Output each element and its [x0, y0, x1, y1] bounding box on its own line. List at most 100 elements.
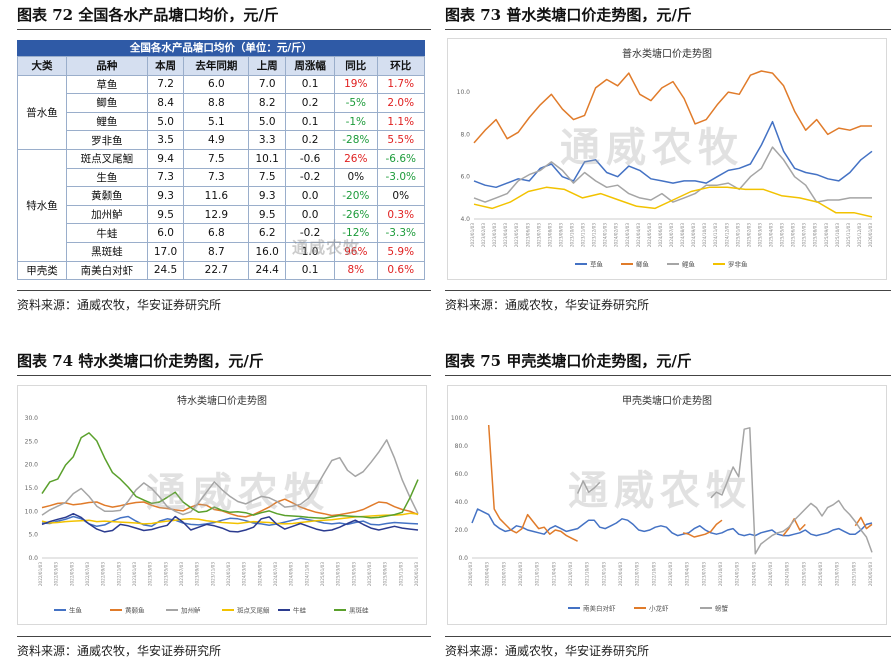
x-tick-label: 2023/11/03 [210, 562, 215, 586]
x-tick-label: 2024/02/03 [614, 223, 619, 247]
x-tick-label: 2023/01/03 [668, 562, 673, 586]
x-tick-label: 2023/07/03 [536, 223, 541, 247]
legend-label: 牛蛙 [293, 606, 307, 615]
table-cell: 19% [334, 74, 378, 95]
series-line [41, 432, 419, 520]
legend-label: 加州鲈 [181, 606, 201, 615]
figure-75-title: 图表 75 甲壳类塘口价走势图，元/斤 [445, 352, 692, 370]
x-tick-label: 2022/05/03 [69, 562, 74, 586]
series-line [41, 498, 419, 518]
table-cell: 5.0 [248, 111, 287, 132]
table-cell: 7.3 [183, 167, 250, 188]
table-cell: 4.9 [183, 130, 250, 150]
x-tick-label: 2024/05/03 [647, 223, 652, 247]
x-tick-label: 2025/07/03 [367, 562, 372, 586]
table-cell: 5.5% [376, 130, 425, 150]
x-tick-label: 2023/10/03 [570, 223, 575, 247]
x-tick-label: 2025/11/03 [398, 562, 403, 586]
table-cell: 斑点叉尾鮰 [66, 148, 148, 169]
table-cell: -3.3% [376, 223, 425, 243]
x-tick-label: 2024/03/03 [242, 562, 247, 586]
series-line [473, 120, 873, 189]
table-cell: 8.8 [183, 93, 250, 113]
y-tick-label: 15.0 [25, 485, 39, 492]
x-tick-label: 2024/04/03 [636, 223, 641, 247]
table-cell: -0.6 [285, 148, 336, 169]
x-tick-label: 2023/02/03 [481, 223, 486, 247]
table-cell: 10.1 [248, 148, 287, 169]
table-cell: 2.0% [376, 93, 425, 113]
table-cell: 8% [334, 260, 378, 281]
table-cell: -1% [334, 111, 378, 132]
x-tick-label: 2024/05/03 [257, 562, 262, 586]
table-cell: 0.1 [285, 74, 336, 95]
x-tick-label: 2021/01/03 [535, 562, 540, 586]
x-tick-label: 2025/03/03 [336, 562, 341, 586]
source-rule-2 [445, 290, 891, 291]
y-tick-label: 5.0 [28, 532, 38, 539]
x-tick-label: 2020/01/03 [468, 562, 473, 586]
y-tick-label: 25.0 [25, 438, 39, 445]
table-cell: -3.0% [376, 167, 425, 188]
figure-74-title: 图表 74 特水类塘口价走势图，元/斤 [17, 352, 264, 370]
legend-label: 斑点叉尾鮰 [237, 606, 270, 615]
table-caption: 全国各水产品塘口均价（单位：元/斤） [17, 40, 425, 56]
table-cell: 24.4 [248, 260, 287, 281]
table-cell: 0% [376, 186, 425, 206]
table-cell: 96% [334, 241, 378, 262]
y-tick-label: 4.0 [460, 216, 470, 223]
table-cell: 6.2 [248, 223, 287, 243]
x-tick-label: 2023/03/03 [492, 223, 497, 247]
source-75: 资料来源：通威农牧，华安证券研究所 [445, 644, 650, 658]
table-cell: 生鱼 [66, 167, 148, 188]
table-cell: 罗非鱼 [66, 130, 148, 150]
chart-title: 甲壳类塘口价走势图 [622, 394, 712, 407]
table-row: 特水鱼 斑点叉尾鮰 9.4 7.5 10.1 -0.6 26% -6.6% [17, 148, 425, 262]
series-line [487, 424, 873, 542]
x-tick-label: 2023/09/03 [195, 562, 200, 586]
x-tick-label: 2025/07/03 [835, 562, 840, 586]
chart-title: 普水类塘口价走势图 [622, 47, 712, 60]
table-cell: 8.2 [248, 93, 287, 113]
table-cell: 0.1 [285, 260, 336, 281]
x-tick-label: 2025/04/03 [769, 223, 774, 247]
chart-74-svg: 特水类塘口价走势图 0.0 5.0 10.0 15.0 20.0 25.0 30.0 2022/… [25, 394, 419, 615]
x-tick-label: 2025/06/03 [791, 223, 796, 247]
table-cell: 1.0 [285, 241, 336, 262]
table-cell: 黄颡鱼 [66, 186, 148, 206]
legend-label: 南美白对虾 [583, 604, 616, 613]
series-line [473, 70, 872, 144]
x-tick-label: 2024/11/03 [304, 562, 309, 586]
figure-74-rule [17, 375, 431, 376]
table-cell: 5.9% [376, 241, 425, 262]
x-tick-label: 2025/01/03 [735, 223, 740, 247]
x-tick-label: 2023/12/03 [592, 223, 597, 247]
y-tick-label: 10.0 [457, 89, 471, 96]
y-tick-label: 30.0 [25, 415, 39, 422]
table-cell: -5% [334, 93, 378, 113]
x-tick-label: 2025/03/03 [757, 223, 762, 247]
table-cell: 7.5 [248, 167, 287, 188]
table-cell: 3.3 [248, 130, 287, 150]
x-tick-label: 2025/05/03 [351, 562, 356, 586]
table-cell: -6.6% [376, 148, 425, 169]
figure-73-rule [445, 29, 891, 30]
x-tick-label: 2023/09/03 [558, 223, 563, 247]
legend-label: 螃蟹 [715, 604, 729, 613]
x-tick-label: 2021/10/03 [585, 562, 590, 586]
x-tick-label: 2024/07/03 [273, 562, 278, 586]
legend-label: 鲤鱼 [682, 260, 696, 269]
chart-73-svg: 普水类塘口价走势图 4.0 6.0 8.0 10.0 2023/01/03 2023/02/… [457, 47, 873, 269]
table-cell: 9.5 [146, 204, 185, 225]
table-cell: 1.7% [376, 74, 425, 95]
x-tick-label: 2025/04/03 [818, 562, 823, 586]
table-cell: -28% [334, 130, 378, 150]
table-cell: 8.7 [183, 241, 250, 262]
x-tick-label: 2023/08/03 [547, 223, 552, 247]
y-tick-label: 80.0 [455, 443, 469, 450]
table-header-row: 大类 品种 本周 去年同期 上周 周涨幅 同比 环比 [17, 56, 425, 76]
table-column-header: 上周 [248, 56, 287, 76]
x-tick-label: 2024/07/03 [669, 223, 674, 247]
x-tick-label: 2025/09/03 [383, 562, 388, 586]
chart-74: 特水类塘口价走势图 0.0 5.0 10.0 15.0 20.0 25.0 30.0 2022/… [17, 385, 427, 625]
